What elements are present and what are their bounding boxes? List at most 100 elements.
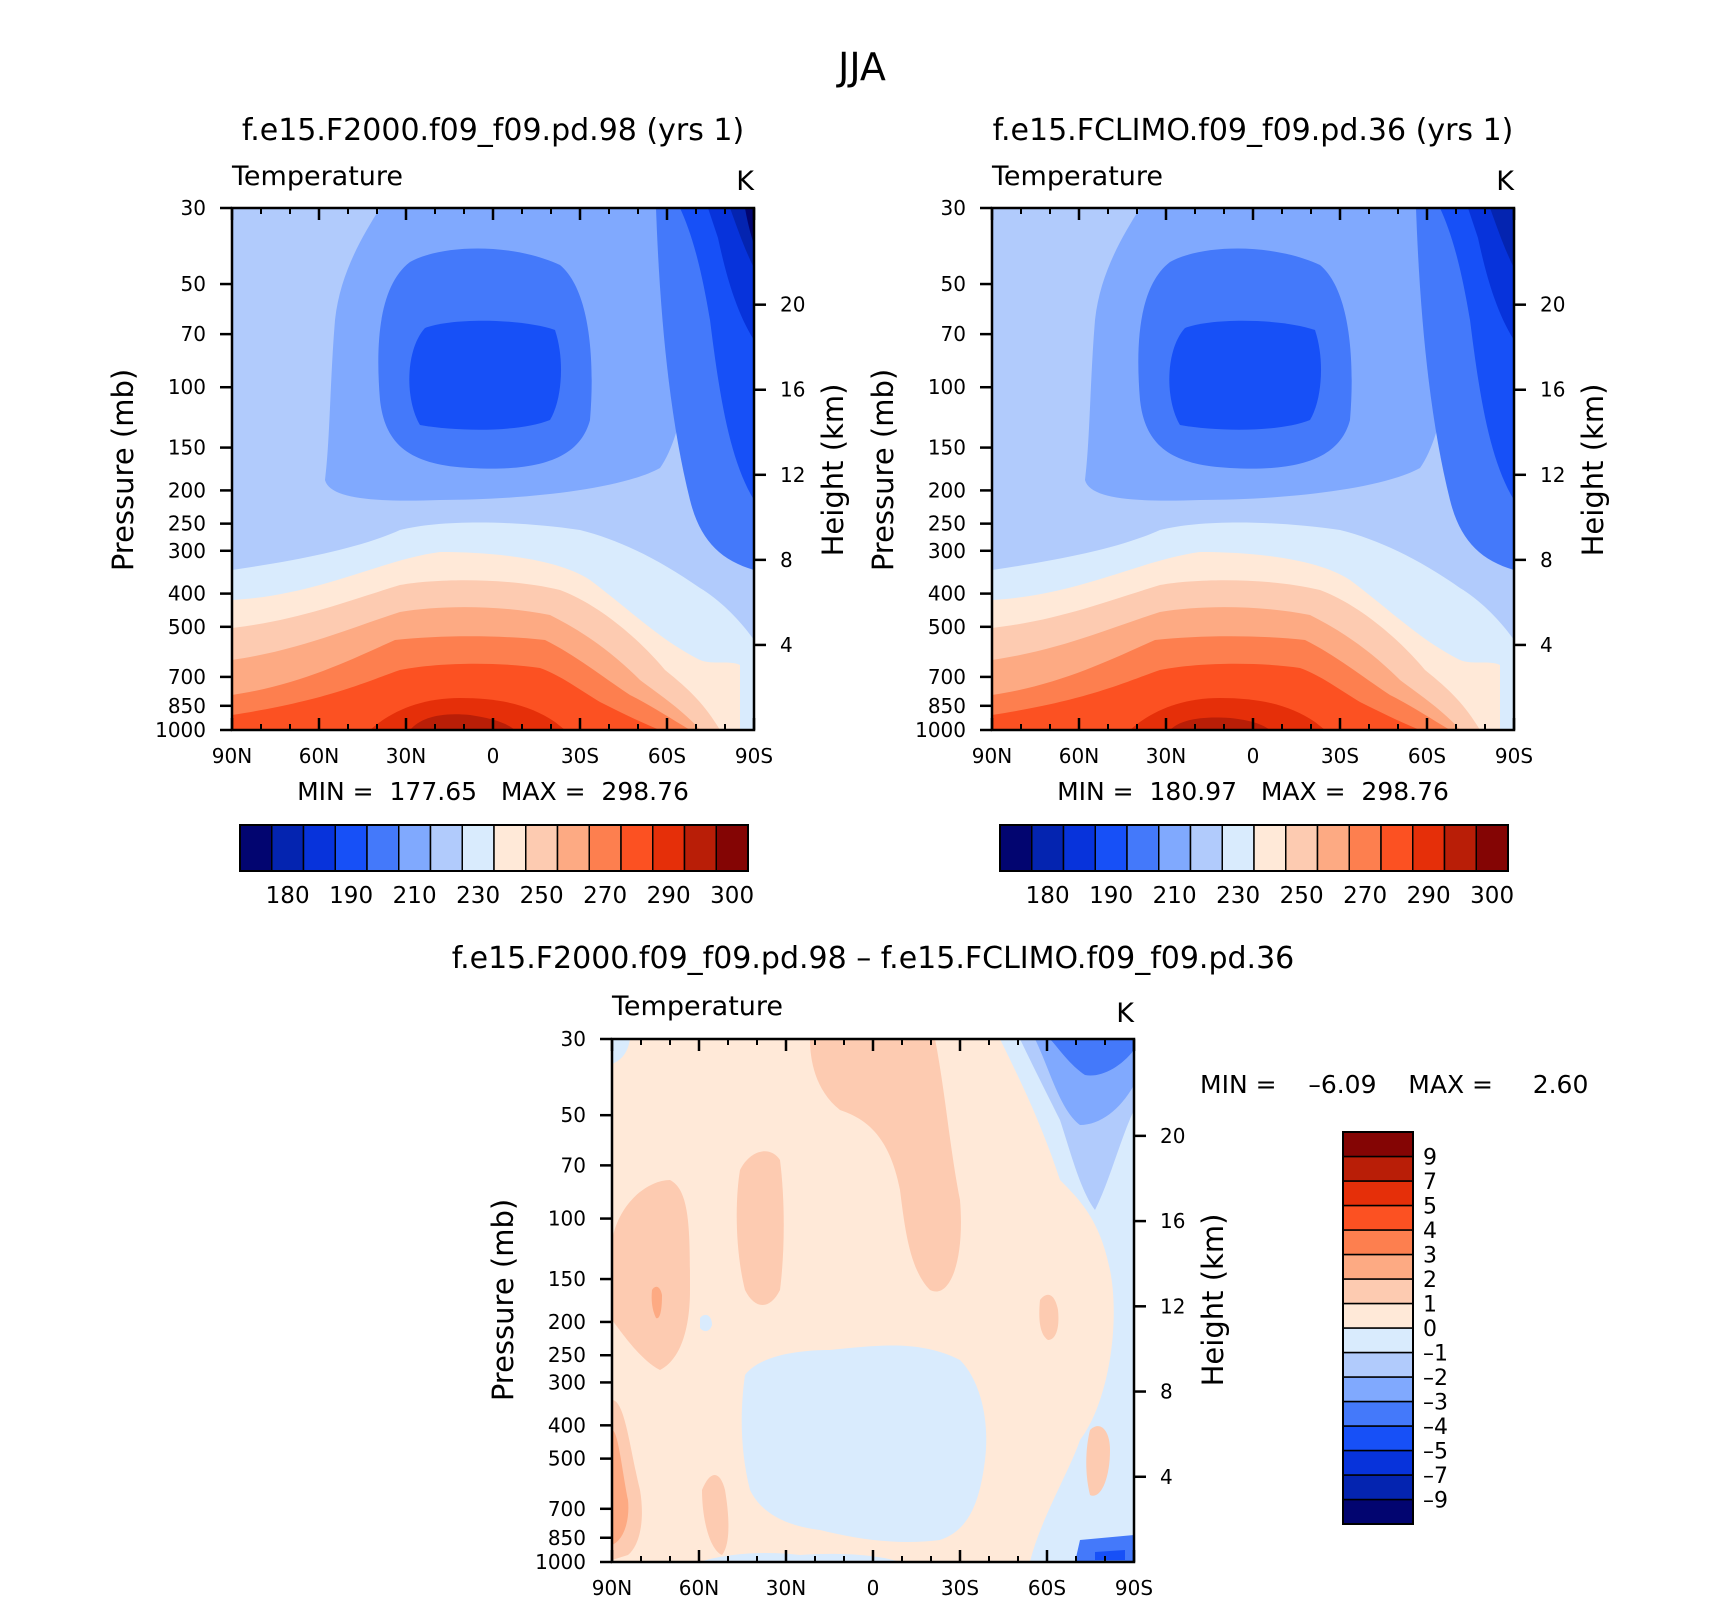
x-tick-label: 90N — [592, 1576, 632, 1600]
colorbar-label: –2 — [1423, 1366, 1448, 1391]
y-tick-label: 30 — [181, 196, 206, 220]
colorbar-label: 290 — [1407, 883, 1451, 909]
colorbar-swatch — [1342, 1425, 1414, 1452]
colorbar-swatch — [652, 824, 686, 872]
colorbar-label: 250 — [520, 883, 564, 909]
colorbar-swatch — [429, 824, 463, 872]
x-tick-label: 0 — [1247, 744, 1260, 768]
colorbar-label: 250 — [1280, 883, 1324, 909]
colorbar-swatch — [525, 824, 559, 872]
panel-control-stats: MIN = 180.97 MAX = 298.76 — [1057, 777, 1449, 806]
colorbar-swatch — [1342, 1155, 1414, 1182]
colorbar-swatch — [556, 824, 590, 872]
y-tick-label: 200 — [168, 478, 206, 502]
colorbar-label: 0 — [1423, 1317, 1437, 1342]
colorbar-swatch — [366, 824, 400, 872]
y2-tick-label: 8 — [780, 548, 793, 572]
panel-control-title: f.e15.FCLIMO.f09_f09.pd.36 (yrs 1) — [993, 113, 1514, 148]
y-tick-label: 500 — [168, 615, 206, 639]
y-tick-label: 300 — [548, 1370, 586, 1394]
y-tick-label: 700 — [548, 1497, 586, 1521]
x-tick-label: 60S — [1028, 1576, 1066, 1600]
colorbar-swatch — [588, 824, 622, 872]
panel-model-ylabel: Pressure (mb) — [106, 369, 140, 571]
colorbar-label: 210 — [393, 883, 437, 909]
colorbar-label: 300 — [710, 883, 754, 909]
x-tick-label: 90S — [1495, 744, 1533, 768]
colorbar-swatch — [302, 824, 336, 872]
x-tick-label: 60N — [299, 744, 339, 768]
colorbar-label: 1 — [1423, 1293, 1437, 1318]
y-tick-label: 150 — [168, 436, 206, 460]
colorbar-swatch — [239, 824, 273, 872]
colorbar-label: 230 — [1216, 883, 1260, 909]
y2-tick-label: 12 — [1160, 1294, 1185, 1318]
y-tick-label: 70 — [561, 1153, 586, 1177]
colorbar-swatch — [1342, 1327, 1414, 1354]
y-tick-label: 850 — [928, 694, 966, 718]
colorbar-swatch — [334, 824, 368, 872]
colorbar-swatch — [398, 824, 432, 872]
figure-title: JJA — [836, 45, 886, 89]
y-tick-label: 70 — [181, 322, 206, 346]
y-tick-label: 50 — [181, 272, 206, 296]
panel-control-colorbar: 180 190 210 230 250 270 290 300 — [999, 824, 1514, 909]
x-tick-label: 30N — [386, 744, 426, 768]
x-tick-label: 30S — [1321, 744, 1359, 768]
panel-model-colorbar: 180 190 210 230 250 270 290 300 — [239, 824, 754, 909]
colorbar-swatch — [1221, 824, 1255, 872]
panel-difference: f.e15.F2000.f09_f09.pd.98 – f.e15.FCLIMO… — [452, 941, 1589, 1600]
colorbar-swatch — [1342, 1449, 1414, 1476]
y-tick-label: 150 — [928, 436, 966, 460]
colorbar-label: –5 — [1423, 1440, 1448, 1465]
x-tick-label: 60S — [648, 744, 686, 768]
panel-control-ylabel: Pressure (mb) — [866, 369, 900, 571]
colorbar-label: 190 — [329, 883, 373, 909]
colorbar-swatch — [1342, 1302, 1414, 1329]
panel-control-axes: 90N 60N 30N 0 30S 60S 90S 30 50 70 100 150 200 250 300… — [915, 196, 1565, 768]
x-tick-label: 60N — [1059, 744, 1099, 768]
y2-tick-label: 20 — [1540, 293, 1565, 317]
colorbar-swatch — [1342, 1376, 1414, 1403]
panel-control-variable-label: Temperature — [991, 161, 1163, 192]
colorbar-swatch — [1342, 1253, 1414, 1280]
y-tick-label: 100 — [548, 1207, 586, 1231]
y2-tick-label: 8 — [1160, 1380, 1173, 1404]
colorbar-swatch — [1158, 824, 1192, 872]
panel-model-stats: MIN = 177.65 MAX = 298.76 — [297, 777, 689, 806]
y-tick-label: 1000 — [535, 1550, 586, 1574]
panel-difference-ylabel: Pressure (mb) — [486, 1199, 520, 1401]
y-tick-label: 50 — [561, 1103, 586, 1127]
panel-control-units-label: K — [1496, 166, 1515, 197]
y-tick-label: 50 — [941, 272, 966, 296]
y-tick-label: 1000 — [915, 718, 966, 742]
colorbar-swatch — [1285, 824, 1319, 872]
colorbar-swatch — [1342, 1180, 1414, 1207]
x-tick-label: 90N — [212, 744, 252, 768]
y-tick-label: 300 — [928, 539, 966, 563]
colorbar-swatch — [620, 824, 654, 872]
colorbar-label: –9 — [1423, 1489, 1448, 1514]
colorbar-label: 180 — [266, 883, 310, 909]
y-tick-label: 250 — [928, 512, 966, 536]
colorbar-swatch — [683, 824, 717, 872]
colorbar-frame — [1342, 1131, 1414, 1525]
colorbar-label: 290 — [647, 883, 691, 909]
panel-difference-contours — [612, 1039, 1134, 1562]
y-tick-label: 1000 — [155, 718, 206, 742]
y2-tick-label: 12 — [780, 463, 805, 487]
colorbar-label: 300 — [1470, 883, 1514, 909]
colorbar-label: 4 — [1423, 1219, 1437, 1244]
colorbar-label: 2 — [1423, 1268, 1437, 1293]
colorbar-swatch — [715, 824, 749, 872]
panel-control-y2label: Height (km) — [1576, 384, 1610, 557]
colorbar-swatch — [1094, 824, 1128, 872]
y-tick-label: 700 — [928, 665, 966, 689]
colorbar-swatch — [1475, 824, 1509, 872]
colorbar-swatch — [1443, 824, 1477, 872]
y-tick-label: 500 — [548, 1447, 586, 1471]
y-tick-label: 150 — [548, 1267, 586, 1291]
colorbar-label: 210 — [1153, 883, 1197, 909]
